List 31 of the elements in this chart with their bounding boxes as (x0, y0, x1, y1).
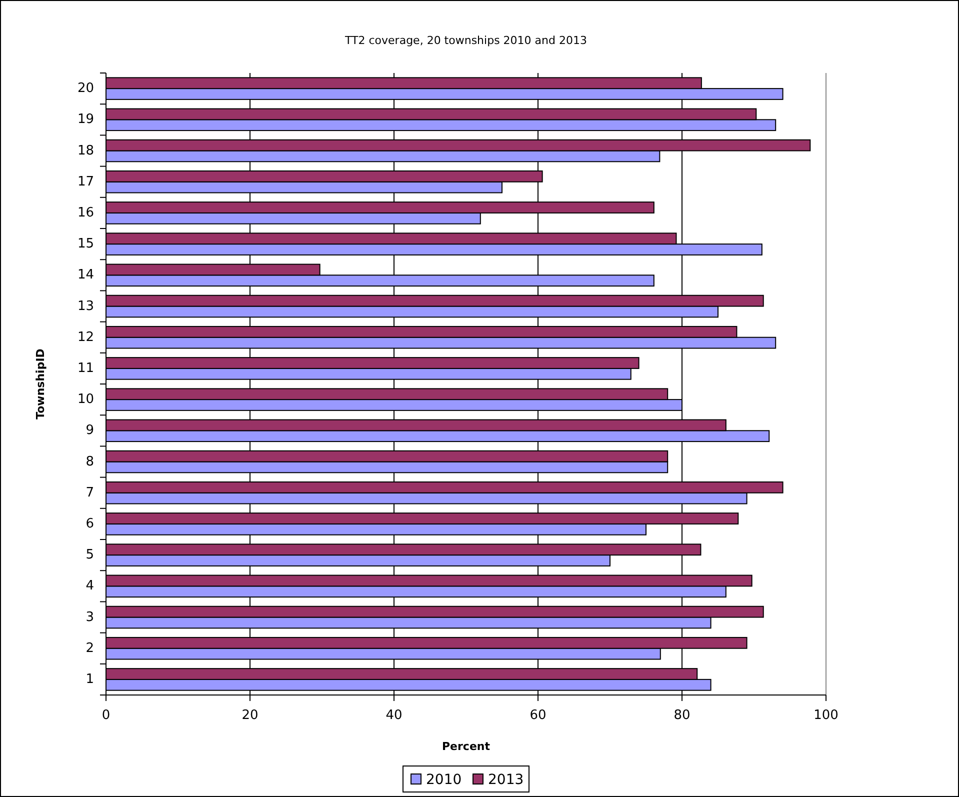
y-tick-label: 6 (86, 516, 94, 532)
x-tick-label: 0 (102, 708, 110, 723)
y-tick-label: 5 (86, 548, 94, 563)
y-tick-label: 17 (77, 174, 94, 190)
y-tick-label: 2 (86, 640, 94, 656)
y-tick-label: 16 (77, 205, 94, 220)
y-tick-label: 8 (86, 454, 94, 470)
x-axis-title: Percent (442, 740, 490, 753)
legend-label: 2013 (488, 772, 524, 788)
chart-title: TT2 coverage, 20 townships 2010 and 2013 (344, 34, 587, 47)
y-tick-label: 18 (77, 143, 94, 158)
x-tick-label: 80 (674, 708, 690, 723)
y-tick-label: 14 (77, 268, 94, 283)
y-tick-label: 9 (86, 423, 94, 438)
y-tick-label: 3 (86, 610, 94, 625)
x-tick-label: 60 (530, 708, 546, 723)
y-tick-label: 1 (86, 672, 94, 687)
y-tick-label: 20 (77, 81, 94, 96)
x-tick-label: 40 (386, 708, 402, 723)
y-tick-label: 19 (77, 112, 94, 128)
y-tick-label: 13 (77, 298, 94, 314)
y-axis-title: TownshipID (34, 348, 47, 420)
y-tick-label: 12 (77, 330, 94, 345)
x-tick-label: 20 (242, 708, 258, 723)
y-tick-label: 11 (77, 360, 94, 376)
legend-label: 2010 (426, 772, 462, 788)
y-tick-label: 4 (86, 578, 94, 594)
x-tick-label: 100 (814, 708, 838, 723)
y-tick-label: 10 (77, 392, 94, 408)
y-tick-label: 7 (86, 485, 94, 500)
y-tick-label: 15 (77, 236, 94, 252)
